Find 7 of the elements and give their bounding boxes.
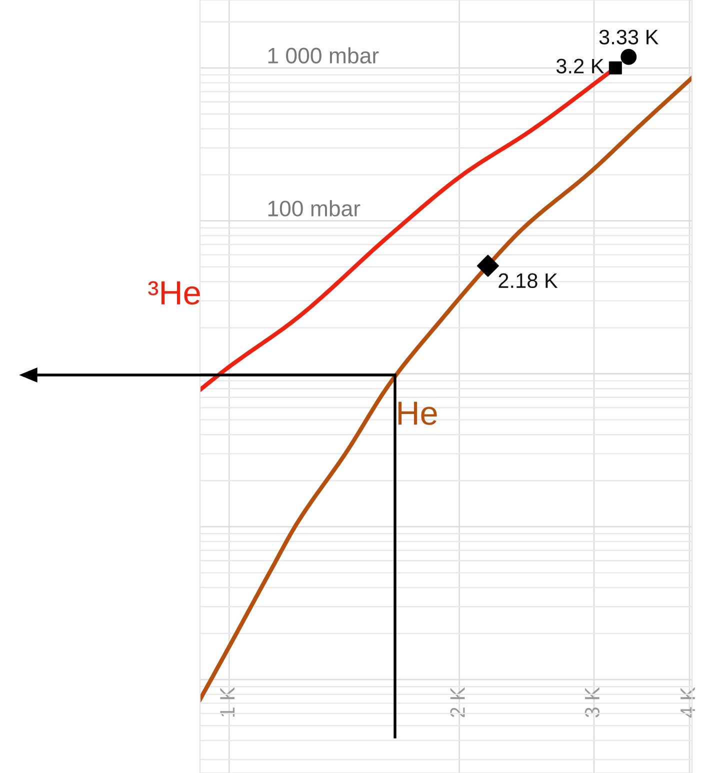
text: ³He — [148, 281, 200, 305]
series-label: He — [398, 402, 437, 425]
annotation: 2.18 K — [498, 273, 558, 288]
y-tick-label: 100 mbar — [268, 200, 360, 216]
y-tick-label: 1 000 mbar — [268, 47, 379, 64]
annotation: 3.2 K — [556, 58, 604, 74]
annotation: 3.33 K — [599, 30, 659, 44]
